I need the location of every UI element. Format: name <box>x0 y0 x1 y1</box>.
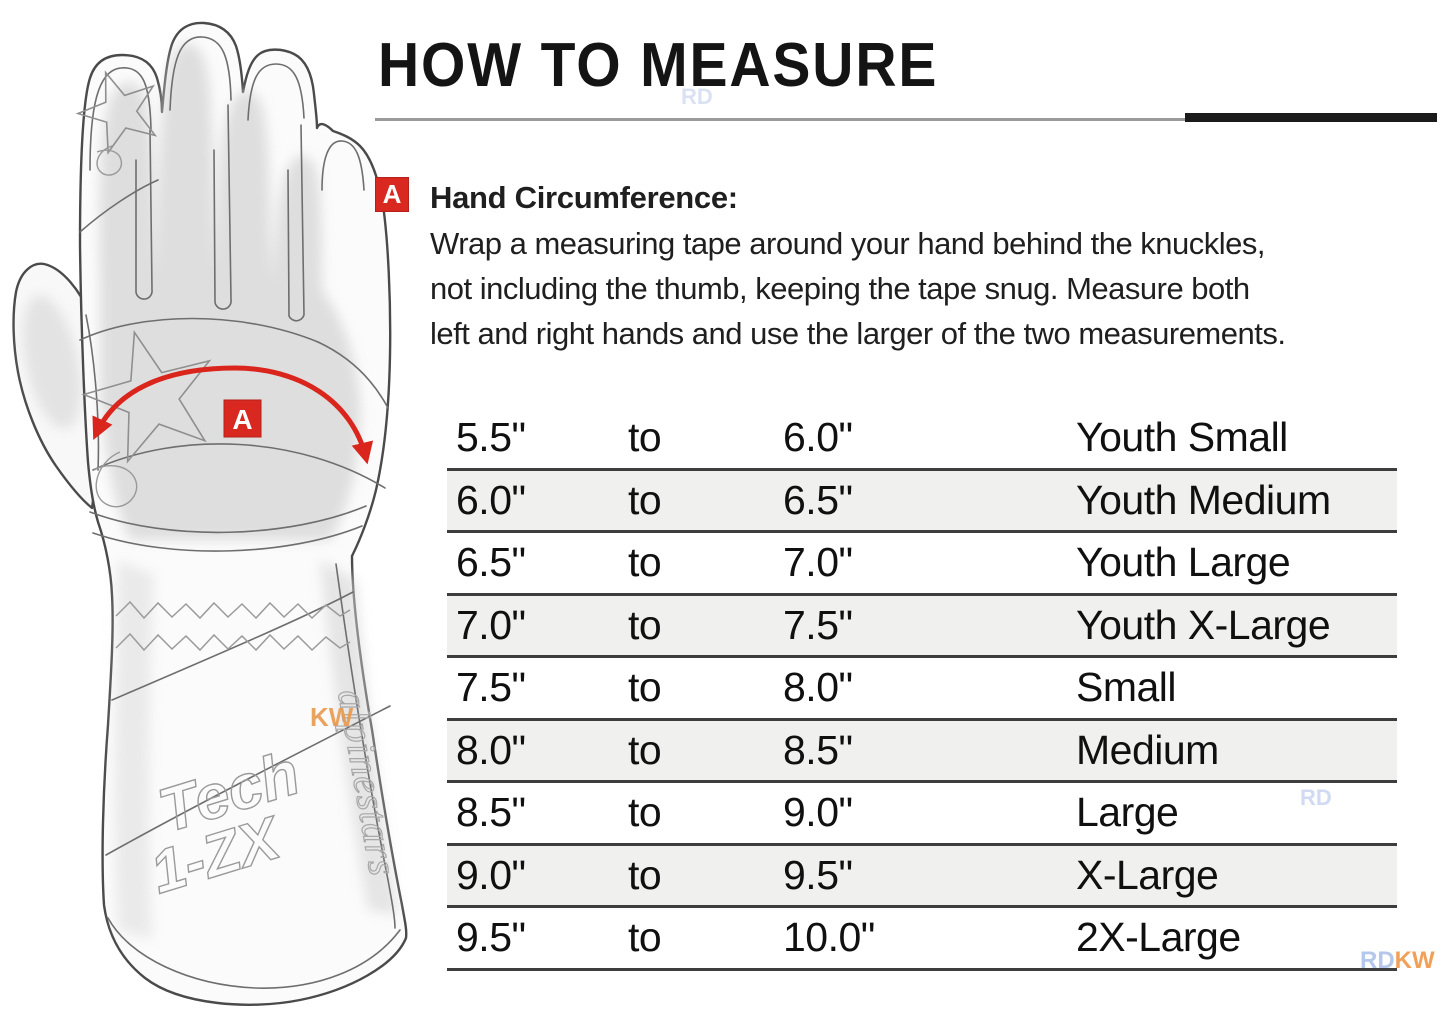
size-label: 2X-Large <box>1076 914 1241 961</box>
cuff-shading-left <box>114 560 154 940</box>
section-heading: Hand Circumference: <box>430 180 738 215</box>
range-connector: to <box>628 539 662 586</box>
star-swirl-small <box>96 145 123 176</box>
size-min: 5.5" <box>456 414 526 461</box>
instructions-line-2: not including the thumb, keeping the tap… <box>430 271 1250 306</box>
range-connector: to <box>628 726 662 773</box>
zigzag-stitching <box>115 600 351 652</box>
size-min: 9.0" <box>456 851 526 898</box>
size-label: Youth Small <box>1076 414 1288 461</box>
glove-svg: Tech 1-ZX alpinestars A <box>12 21 408 1006</box>
table-row: 9.0" to 9.5" X-Large <box>447 845 1397 908</box>
size-min: 9.5" <box>456 914 526 961</box>
instructions-line-1: Wrap a measuring tape around your hand b… <box>430 226 1266 261</box>
size-max: 9.5" <box>783 851 853 898</box>
measuring-arc <box>92 365 374 465</box>
range-connector: to <box>628 851 662 898</box>
range-connector: to <box>628 914 662 961</box>
size-label: Youth X-Large <box>1076 601 1331 648</box>
glove-marker-badge: A <box>223 399 262 438</box>
size-label: Small <box>1076 664 1177 711</box>
size-min: 7.5" <box>456 664 526 711</box>
table-row: 9.5" to 10.0" 2X-Large <box>447 908 1397 971</box>
range-connector: to <box>628 789 662 836</box>
size-max: 7.5" <box>783 601 853 648</box>
table-row: 6.5" to 7.0" Youth Large <box>447 533 1397 596</box>
size-table: 5.5" to 6.0" Youth Small 6.0" to 6.5" Yo… <box>447 408 1397 971</box>
range-connector: to <box>628 664 662 711</box>
size-max: 10.0" <box>783 914 875 961</box>
measure-marker-badge: A <box>375 177 409 212</box>
star-swirl-large <box>93 451 138 508</box>
size-max: 6.0" <box>783 414 853 461</box>
size-label: Large <box>1076 789 1179 836</box>
size-min: 6.5" <box>456 539 526 586</box>
size-min: 6.0" <box>456 476 526 523</box>
table-row: 8.5" to 9.0" Large <box>447 783 1397 846</box>
table-row: 7.5" to 8.0" Small <box>447 658 1397 721</box>
table-row: 8.0" to 8.5" Medium <box>447 720 1397 783</box>
hand-shading <box>99 43 361 540</box>
size-label: Medium <box>1076 726 1219 773</box>
watermark-kw-bottom: KW <box>1394 947 1435 974</box>
range-connector: to <box>628 476 662 523</box>
table-row: 5.5" to 6.0" Youth Small <box>447 408 1397 471</box>
range-connector: to <box>628 601 662 648</box>
instructions-line-3: left and right hands and use the larger … <box>430 316 1286 351</box>
glove-illustration: Tech 1-ZX alpinestars A <box>0 0 445 1028</box>
instructions-text: Wrap a measuring tape around your hand b… <box>430 221 1286 356</box>
glove-marker-label: A <box>232 404 252 435</box>
range-connector: to <box>628 414 662 461</box>
size-max: 7.0" <box>783 539 853 586</box>
size-max: 8.0" <box>783 664 853 711</box>
size-min: 8.5" <box>456 789 526 836</box>
star-logo-small <box>75 70 158 155</box>
title-rule-black <box>1185 113 1437 122</box>
table-row: 6.0" to 6.5" Youth Medium <box>447 470 1397 533</box>
size-max: 6.5" <box>783 476 853 523</box>
size-label: Youth Medium <box>1076 476 1331 523</box>
page-title: HOW TO MEASURE <box>378 31 939 100</box>
size-min: 8.0" <box>456 726 526 773</box>
size-max: 9.0" <box>783 789 853 836</box>
size-max: 8.5" <box>783 726 853 773</box>
title-rule-gray <box>375 118 1437 121</box>
glove-seams <box>79 36 401 989</box>
size-min: 7.0" <box>456 601 526 648</box>
size-label: X-Large <box>1076 851 1219 898</box>
table-row: 7.0" to 7.5" Youth X-Large <box>447 595 1397 658</box>
size-label: Youth Large <box>1076 539 1291 586</box>
